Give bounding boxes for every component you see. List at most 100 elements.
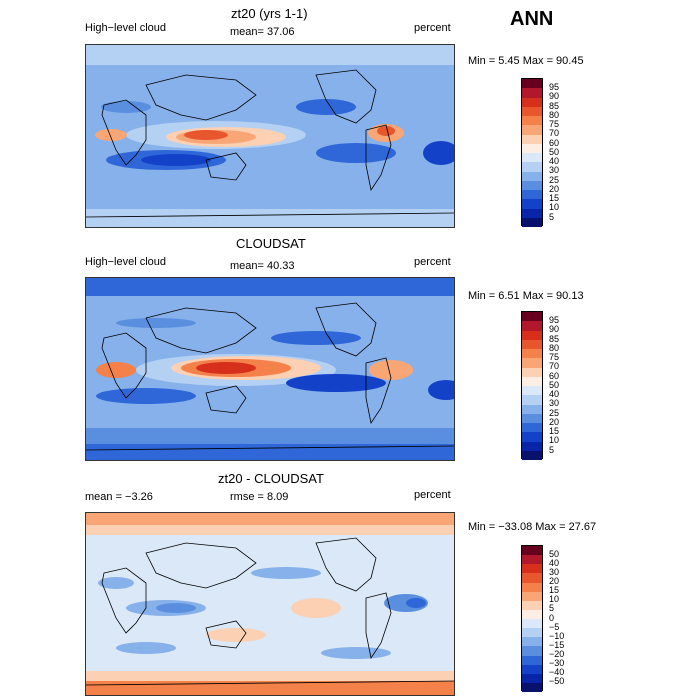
colorbar-2-swatch <box>522 330 542 340</box>
colorbar-2-swatch <box>522 376 542 386</box>
colorbar-3-tick: 15 <box>549 585 560 595</box>
colorbar-2-tick: 30 <box>549 398 560 408</box>
colorbar-1-tick: 40 <box>549 156 560 166</box>
colorbar-1-tick: 50 <box>549 147 560 157</box>
colorbar-2-tick: 70 <box>549 361 560 371</box>
colorbar-2-swatch <box>522 349 542 359</box>
colorbar-1-swatch <box>522 88 542 98</box>
panel-3-mean: mean = −3.26 <box>85 491 153 503</box>
colorbar-2-swatch <box>522 441 542 451</box>
colorbar-2-swatch <box>522 395 542 405</box>
colorbar-2-swatch <box>522 367 542 377</box>
colorbar-3-tick: 10 <box>549 594 560 604</box>
colorbar-2-tick: 85 <box>549 334 560 344</box>
colorbar-3-swatch <box>522 655 542 665</box>
colorbar-2-swatch <box>522 404 542 414</box>
colorbar-1-swatch <box>522 143 542 153</box>
colorbar-3-tick: −15 <box>549 640 565 650</box>
panel-1-minmax: Min = 5.45 Max = 90.45 <box>468 55 584 67</box>
colorbar-2-swatch <box>522 450 542 460</box>
colorbar-2-tick: 25 <box>549 408 560 418</box>
colorbar-3-tick: −50 <box>549 676 565 686</box>
panel-3-rmse: rmse = 8.09 <box>230 491 289 503</box>
colorbar-1-tick: 95 <box>549 82 560 92</box>
colorbar-1-tick: 20 <box>549 184 560 194</box>
colorbar-1-tick: 75 <box>549 119 560 129</box>
colorbar-1-tick: 60 <box>549 138 560 148</box>
colorbar-1-swatch <box>522 171 542 181</box>
colorbar-1-swatch <box>522 190 542 200</box>
colorbar-3-tick: 40 <box>549 558 560 568</box>
panel-3-units: percent <box>414 489 451 501</box>
panel-1-title: zt20 (yrs 1-1) <box>231 6 308 21</box>
panel-1-units: percent <box>414 22 451 34</box>
colorbar-3-swatch <box>522 628 542 638</box>
colorbar-1-swatch <box>522 106 542 116</box>
colorbar-3-swatch <box>522 582 542 592</box>
panel-2-map <box>85 277 455 461</box>
colorbar-2-swatch <box>522 312 542 322</box>
season-label: ANN <box>510 8 554 30</box>
colorbar-2-tick: 40 <box>549 389 560 399</box>
colorbar-1-swatch <box>522 79 542 89</box>
colorbar-3-swatch <box>522 546 542 556</box>
panel-3-map <box>85 512 455 696</box>
colorbar-1-swatch <box>522 162 542 172</box>
colorbar-2-tick: 10 <box>549 435 560 445</box>
panel-1-mean: mean= 37.06 <box>230 26 295 38</box>
colorbar-2-swatch <box>522 358 542 368</box>
colorbar-2-tick: 5 <box>549 445 555 455</box>
panel-1-map <box>85 44 455 228</box>
colorbar-2-swatch <box>522 386 542 396</box>
colorbar-1-tick: 80 <box>549 110 560 120</box>
colorbar-1-tick: 85 <box>549 101 560 111</box>
colorbar-3-tick: −40 <box>549 667 565 677</box>
colorbar-1-tick: 70 <box>549 128 560 138</box>
panel-2-left-label: High−level cloud <box>85 256 167 268</box>
colorbar-3-swatch <box>522 573 542 583</box>
panel-2-minmax: Min = 6.51 Max = 90.13 <box>468 290 584 302</box>
colorbar-1-tick: 10 <box>549 202 560 212</box>
panel-2-title: CLOUDSAT <box>236 236 306 251</box>
colorbar-3-tick: 20 <box>549 576 560 586</box>
panel-1-left-label: High−level cloud <box>85 22 167 34</box>
colorbar-3-swatch <box>522 591 542 601</box>
colorbar-2-swatch <box>522 321 542 331</box>
panel-2-colorbar <box>521 311 543 460</box>
colorbar-1-tick: 5 <box>549 212 555 222</box>
colorbar-3-swatch <box>522 600 542 610</box>
colorbar-1-tick: 30 <box>549 165 560 175</box>
colorbar-1-tick: 25 <box>549 175 560 185</box>
colorbar-2-tick: 95 <box>549 315 560 325</box>
colorbar-1-tick: 90 <box>549 91 560 101</box>
panel-3-colorbar <box>521 545 543 692</box>
colorbar-3-swatch <box>522 555 542 565</box>
colorbar-2-swatch <box>522 339 542 349</box>
colorbar-2-swatch <box>522 432 542 442</box>
colorbar-1-swatch <box>522 125 542 135</box>
colorbar-3-swatch <box>522 682 542 692</box>
panel-2-mean: mean= 40.33 <box>230 260 295 272</box>
colorbar-2-tick: 60 <box>549 371 560 381</box>
colorbar-1-swatch <box>522 180 542 190</box>
colorbar-3-tick: 30 <box>549 567 560 577</box>
colorbar-1-tick: 15 <box>549 193 560 203</box>
colorbar-3-swatch <box>522 564 542 574</box>
colorbar-2-tick: 90 <box>549 324 560 334</box>
colorbar-3-swatch <box>522 637 542 647</box>
colorbar-3-tick: −10 <box>549 631 565 641</box>
colorbar-3-swatch <box>522 609 542 619</box>
panel-3-minmax: Min = −33.08 Max = 27.67 <box>468 521 597 533</box>
colorbar-1-swatch <box>522 208 542 218</box>
colorbar-3-tick: 50 <box>549 549 560 559</box>
colorbar-3-tick: −5 <box>549 622 560 632</box>
colorbar-1-swatch <box>522 199 542 209</box>
colorbar-3-swatch <box>522 664 542 674</box>
colorbar-2-swatch <box>522 423 542 433</box>
colorbar-1-swatch <box>522 116 542 126</box>
panel-3-title: zt20 - CLOUDSAT <box>218 471 324 486</box>
colorbar-2-tick: 80 <box>549 343 560 353</box>
colorbar-1-swatch <box>522 97 542 107</box>
colorbar-2-tick: 15 <box>549 426 560 436</box>
colorbar-2-tick: 75 <box>549 352 560 362</box>
